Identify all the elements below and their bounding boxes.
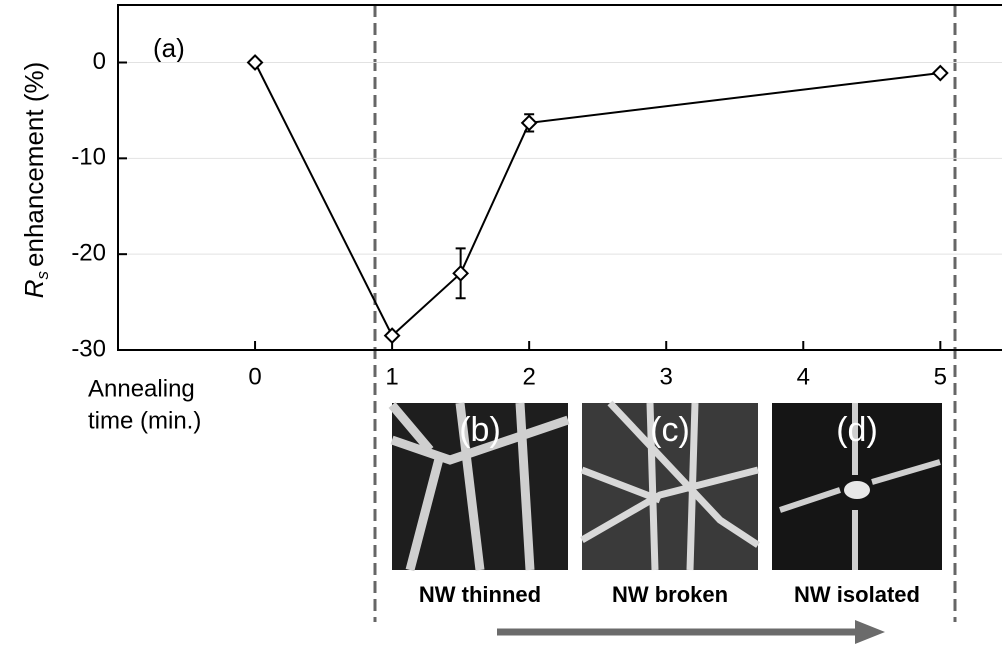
y-tick-label: -30 (71, 335, 106, 362)
x-tick-label: 1 (385, 363, 398, 390)
x-axis-label: Annealing (88, 375, 195, 402)
sem-image-c (580, 400, 760, 571)
panel-label: (b) (459, 411, 501, 449)
y-axis-label: Rs enhancement (%) (19, 62, 53, 299)
series-line (254, 62, 941, 338)
panel-label: (d) (836, 411, 878, 449)
panel-caption: NW isolated (794, 582, 920, 607)
x-tick-label: 4 (797, 363, 810, 390)
panel-caption: NW broken (612, 582, 728, 607)
y-tick-label: 0 (93, 48, 106, 75)
data-point (931, 64, 949, 82)
sem-image-b (388, 402, 570, 572)
data-point (246, 54, 264, 71)
panel-caption: NW thinned (419, 582, 541, 607)
panel-label: (c) (650, 411, 690, 449)
y-tick-label: -20 (71, 240, 106, 267)
x-tick-label: 3 (660, 363, 673, 390)
arrow-head (855, 620, 885, 644)
x-axis-label: time (min.) (88, 407, 201, 434)
axis-frame (117, 4, 1002, 351)
y-axis-symbol: R (19, 279, 49, 298)
x-tick-label: 5 (934, 363, 947, 390)
y-tick-label: -10 (71, 144, 106, 171)
y-axis-text: enhancement (%) (19, 62, 49, 267)
data-point (520, 114, 538, 132)
x-tick-label: 0 (248, 363, 261, 390)
x-tick-label: 2 (522, 363, 535, 390)
data-point (383, 327, 401, 345)
data-point (452, 264, 470, 282)
sem-image-d (772, 403, 942, 570)
y-axis-subscript: s (33, 270, 52, 279)
panel-annotation: (a) (153, 33, 185, 63)
